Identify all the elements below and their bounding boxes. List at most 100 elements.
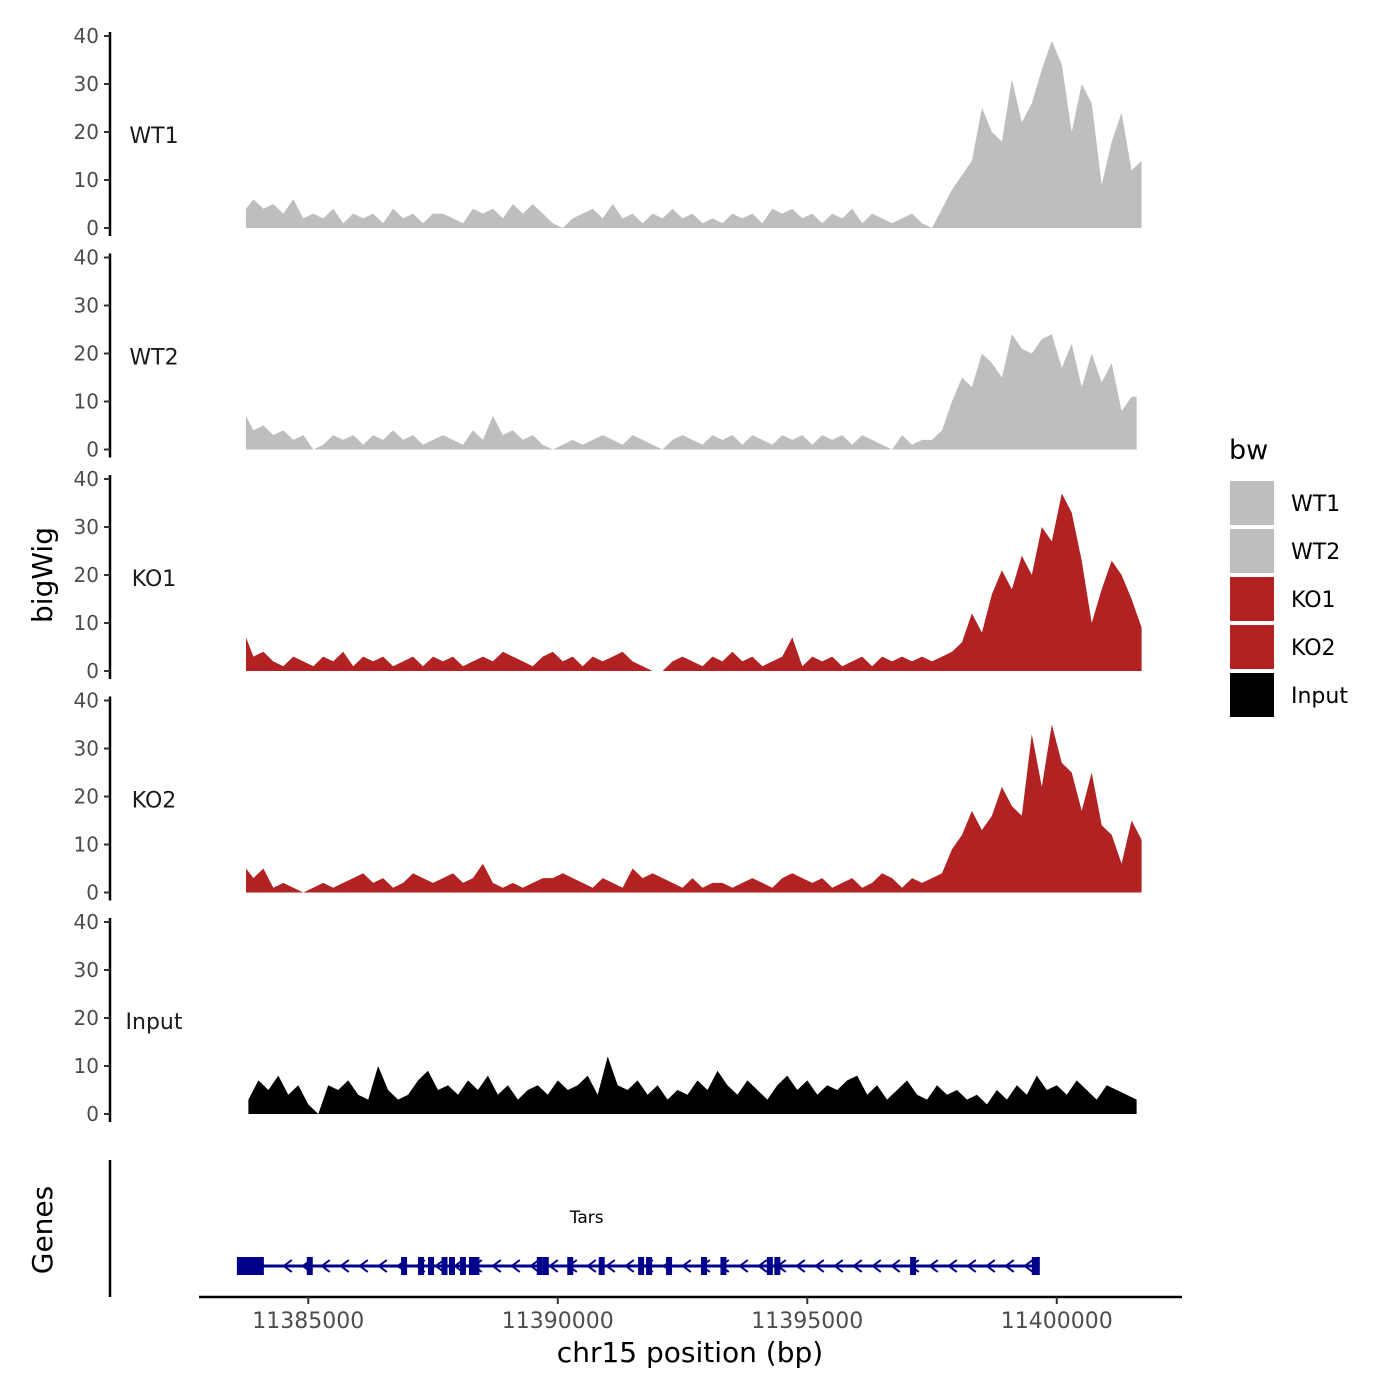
strand-arrow <box>624 1259 635 1273</box>
exon <box>542 1257 549 1275</box>
exon <box>401 1257 408 1275</box>
track-label: Input <box>126 1010 183 1035</box>
exon <box>700 1257 707 1275</box>
y-tick-label: 0 <box>86 881 99 905</box>
exon <box>473 1257 480 1275</box>
y-tick-label: 0 <box>86 1102 99 1126</box>
x-axis-title: chr15 position (bp) <box>557 1336 823 1369</box>
legend-title: bw <box>1229 435 1268 466</box>
x-tick-label: 11390000 <box>502 1309 614 1334</box>
exon <box>720 1257 727 1275</box>
strand-arrow <box>605 1259 616 1273</box>
y-tick-label: 40 <box>74 689 99 713</box>
exon <box>250 1257 257 1275</box>
legend-label-wt2: WT2 <box>1291 540 1340 565</box>
y-tick-label: 0 <box>86 216 99 240</box>
x-tick-label: 11400000 <box>1001 1309 1113 1334</box>
track-input: 0 10 20 30 40 Input <box>74 910 1137 1126</box>
exon <box>598 1257 605 1275</box>
legend-label-ko1: KO1 <box>1291 588 1336 613</box>
track-label: KO2 <box>132 789 177 814</box>
gene-tars: Tars <box>236 1208 1040 1275</box>
legend-label-input: Input <box>1291 684 1348 709</box>
track-wt2: 0 10 20 30 40 WT2 <box>74 246 1137 462</box>
track-ko2: 0 10 20 30 40 KO2 <box>74 689 1142 905</box>
strand-arrow <box>358 1259 369 1273</box>
legend-key-ko1 <box>1230 577 1274 621</box>
y-tick-label: 40 <box>74 24 99 48</box>
exon <box>567 1257 574 1275</box>
exon <box>666 1257 673 1275</box>
strand-arrow <box>871 1259 882 1273</box>
strand-arrow <box>377 1259 388 1273</box>
track-label: WT1 <box>129 124 178 149</box>
exon <box>1031 1257 1040 1275</box>
legend-label-wt1: WT1 <box>1291 492 1340 517</box>
y-tick-label: 30 <box>74 515 99 539</box>
track-label: WT2 <box>129 346 178 371</box>
exon <box>638 1257 645 1275</box>
y-axis-title: bigWig <box>26 527 59 623</box>
legend-label-ko2: KO2 <box>1291 636 1336 661</box>
strand-arrow <box>985 1259 996 1273</box>
strand-arrow <box>928 1259 939 1273</box>
strand-arrow <box>282 1259 293 1273</box>
y-tick-label: 0 <box>86 659 99 683</box>
genes-axis-title: Genes <box>26 1186 59 1274</box>
strand-arrow <box>339 1259 350 1273</box>
strand-arrow <box>1023 1259 1034 1273</box>
strand-arrow <box>966 1259 977 1273</box>
strand-arrow <box>738 1259 749 1273</box>
exon <box>448 1257 455 1275</box>
exon <box>257 1257 264 1275</box>
y-tick-label: 20 <box>74 563 99 587</box>
y-tick-label: 40 <box>74 910 99 934</box>
gene-name-label: Tars <box>569 1208 604 1228</box>
y-tick-label: 20 <box>74 342 99 366</box>
strand-arrow <box>529 1259 540 1273</box>
exon <box>646 1257 653 1275</box>
y-tick-label: 30 <box>74 72 99 96</box>
area-input <box>248 1056 1137 1114</box>
y-tick-label: 0 <box>86 438 99 462</box>
strand-arrow <box>890 1259 901 1273</box>
exon <box>766 1257 773 1275</box>
exon <box>459 1257 466 1275</box>
exon <box>536 1257 543 1275</box>
legend-key-ko2 <box>1230 625 1274 669</box>
strand-arrow <box>548 1259 559 1273</box>
strand-arrow <box>434 1259 445 1273</box>
exon <box>428 1257 435 1275</box>
y-tick-label: 40 <box>74 246 99 270</box>
strand-arrow <box>814 1259 825 1273</box>
strand-arrow <box>795 1259 806 1273</box>
legend-key-input <box>1230 673 1274 717</box>
exon <box>418 1257 425 1275</box>
y-tick-label: 20 <box>74 1006 99 1030</box>
legend-key-wt1 <box>1230 481 1274 525</box>
exon <box>774 1257 781 1275</box>
strand-arrow <box>757 1259 768 1273</box>
area-ko1 <box>246 493 1142 671</box>
y-tick-label: 10 <box>74 833 99 857</box>
legend: bw WT1 WT2 KO1 KO2 Input <box>1229 435 1348 717</box>
track-ko1: 0 10 20 30 40 KO1 <box>74 467 1142 683</box>
strand-arrow <box>510 1259 521 1273</box>
x-axis: 11385000 11390000 11395000 11400000 <box>199 1295 1182 1334</box>
y-tick-label: 20 <box>74 120 99 144</box>
y-tick-label: 10 <box>74 168 99 192</box>
exon <box>468 1257 475 1275</box>
area-ko2 <box>246 724 1142 893</box>
y-tick-label: 30 <box>74 958 99 982</box>
strand-arrow <box>491 1259 502 1273</box>
area-wt1 <box>246 40 1142 228</box>
y-tick-label: 40 <box>74 467 99 491</box>
strand-arrow <box>586 1259 597 1273</box>
strand-arrow <box>1004 1259 1015 1273</box>
genes-panel: Tars <box>108 1160 1040 1297</box>
exon <box>441 1257 448 1275</box>
x-tick-label: 11385000 <box>252 1309 364 1334</box>
strand-arrow <box>947 1259 958 1273</box>
y-tick-label: 10 <box>74 611 99 635</box>
